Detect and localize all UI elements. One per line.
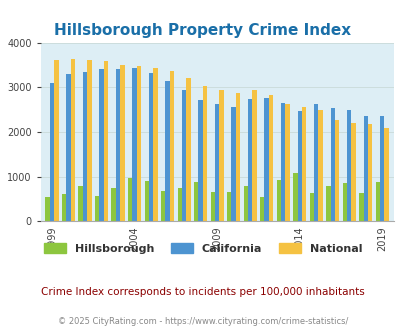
Bar xyxy=(161,191,165,221)
Bar xyxy=(54,60,59,221)
Bar xyxy=(132,68,136,221)
Text: Hillsborough Property Crime Index: Hillsborough Property Crime Index xyxy=(54,23,351,38)
Bar xyxy=(177,188,181,221)
Bar xyxy=(375,182,379,221)
Bar xyxy=(301,107,306,221)
Text: © 2025 CityRating.com - https://www.cityrating.com/crime-statistics/: © 2025 CityRating.com - https://www.city… xyxy=(58,317,347,326)
Bar xyxy=(292,173,297,221)
Bar xyxy=(202,86,207,221)
Bar xyxy=(280,104,285,221)
Bar xyxy=(153,68,158,221)
Bar xyxy=(194,182,198,221)
Bar xyxy=(235,93,240,221)
Bar xyxy=(87,60,92,221)
Bar xyxy=(186,78,190,221)
Bar xyxy=(210,192,215,221)
Bar xyxy=(384,127,388,221)
Legend: Hillsborough, California, National: Hillsborough, California, National xyxy=(39,239,366,258)
Bar xyxy=(358,193,362,221)
Bar xyxy=(264,98,268,221)
Bar xyxy=(252,90,256,221)
Text: Crime Index corresponds to incidents per 100,000 inhabitants: Crime Index corresponds to incidents per… xyxy=(41,287,364,297)
Bar xyxy=(247,99,252,221)
Bar xyxy=(116,69,120,221)
Bar xyxy=(259,197,264,221)
Bar xyxy=(379,116,384,221)
Bar xyxy=(325,186,330,221)
Bar xyxy=(104,61,108,221)
Bar xyxy=(330,108,334,221)
Bar xyxy=(276,180,280,221)
Bar xyxy=(83,72,87,221)
Bar xyxy=(165,81,170,221)
Bar xyxy=(243,186,247,221)
Bar xyxy=(268,95,273,221)
Bar xyxy=(226,192,231,221)
Bar xyxy=(136,66,141,221)
Bar xyxy=(66,74,71,221)
Bar xyxy=(128,178,132,221)
Bar xyxy=(198,100,202,221)
Bar xyxy=(170,71,174,221)
Bar xyxy=(342,183,346,221)
Bar xyxy=(309,193,313,221)
Bar xyxy=(318,110,322,221)
Bar xyxy=(120,65,125,221)
Bar xyxy=(367,124,371,221)
Bar xyxy=(297,111,301,221)
Bar xyxy=(285,104,289,221)
Bar xyxy=(45,197,50,221)
Bar xyxy=(346,110,351,221)
Bar xyxy=(71,59,75,221)
Bar xyxy=(62,194,66,221)
Bar xyxy=(334,120,339,221)
Bar xyxy=(99,69,104,221)
Bar xyxy=(50,83,54,221)
Bar xyxy=(111,188,116,221)
Bar xyxy=(219,90,223,221)
Bar xyxy=(351,123,355,221)
Bar xyxy=(144,182,149,221)
Bar xyxy=(78,186,83,221)
Bar xyxy=(149,73,153,221)
Bar xyxy=(215,104,219,221)
Bar xyxy=(231,107,235,221)
Bar xyxy=(362,115,367,221)
Bar xyxy=(181,90,186,221)
Bar xyxy=(95,196,99,221)
Bar xyxy=(313,104,318,221)
